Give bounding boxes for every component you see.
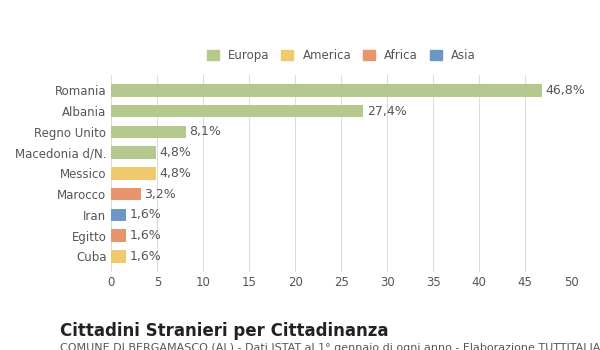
Bar [112,230,126,242]
Text: 3,2%: 3,2% [145,188,176,201]
Text: 1,6%: 1,6% [130,208,161,222]
Bar [112,146,155,159]
Bar [112,105,364,117]
Text: 4,8%: 4,8% [159,146,191,159]
Bar [112,167,155,180]
Text: 27,4%: 27,4% [367,105,407,118]
Bar [112,250,126,263]
Legend: Europa, America, Africa, Asia: Europa, America, Africa, Asia [203,46,479,66]
Bar [112,188,141,201]
Text: COMUNE DI BERGAMASCO (AL) - Dati ISTAT al 1° gennaio di ogni anno - Elaborazione: COMUNE DI BERGAMASCO (AL) - Dati ISTAT a… [60,343,600,350]
Bar [112,209,126,221]
Bar [112,84,542,97]
Bar [112,126,186,138]
Text: 1,6%: 1,6% [130,250,161,263]
Text: 46,8%: 46,8% [545,84,585,97]
Text: 1,6%: 1,6% [130,229,161,242]
Text: 4,8%: 4,8% [159,167,191,180]
Text: Cittadini Stranieri per Cittadinanza: Cittadini Stranieri per Cittadinanza [60,322,389,340]
Text: 8,1%: 8,1% [190,125,221,138]
